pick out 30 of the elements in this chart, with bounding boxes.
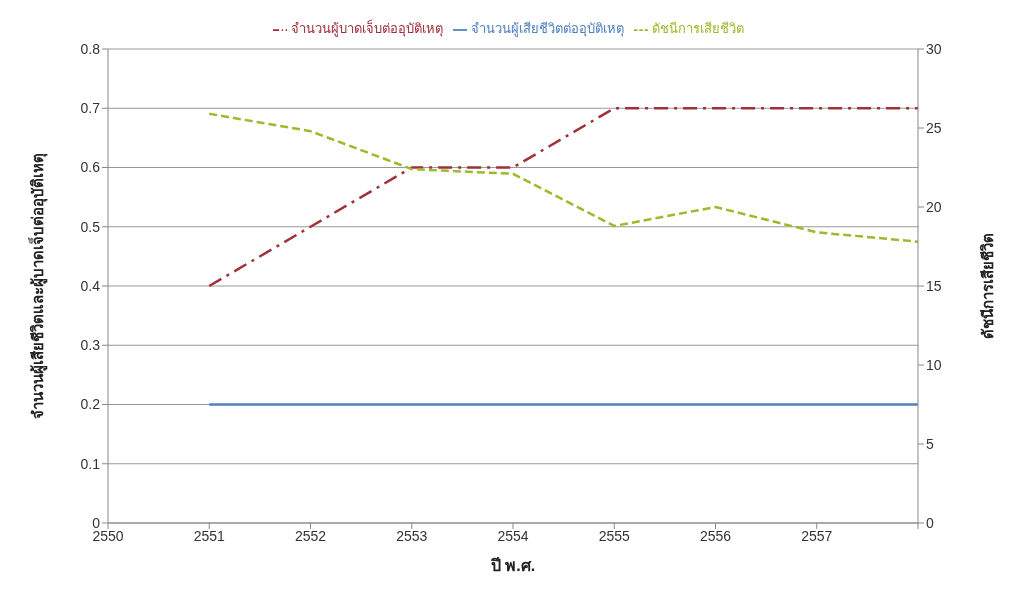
x-axis-title: ปี พ.ศ. <box>489 556 536 574</box>
y-tick-label: 0.8 <box>80 40 101 57</box>
y2-axis-title: ดัชนีการเสียชีวิต <box>979 233 997 339</box>
x-tick-label: 2556 <box>699 527 732 544</box>
y-tick-label: 0.1 <box>80 455 101 472</box>
y-tick-label: 0.6 <box>80 159 101 176</box>
legend-label: ดัชนีการเสียชีวิต <box>651 21 744 36</box>
y2-tick-label: 30 <box>926 40 942 57</box>
y-axis-title: จำนวนผู้เสียชีวิตและผู้บาดเจ็บต่ออุบัติเหตุ <box>28 153 49 419</box>
line-series <box>208 112 920 244</box>
x-tick-label: 2554 <box>497 527 529 544</box>
y2-tick-label: 25 <box>926 119 942 136</box>
y2-tick-label: 0 <box>926 514 934 531</box>
y-tick-label: 0.4 <box>80 277 101 294</box>
y2-tick-label: 5 <box>926 435 934 452</box>
x-tick-label: 2553 <box>396 527 428 544</box>
legend-label: จำนวนผู้เสียชีวิตต่ออุบัติเหตุ <box>470 21 624 36</box>
x-tick-label: 2557 <box>801 527 833 544</box>
y2-tick-label: 15 <box>926 277 942 294</box>
x-tick-label: 2555 <box>598 527 631 544</box>
y-tick-label: 0.2 <box>80 396 101 413</box>
y-tick-label: 0.7 <box>80 100 101 117</box>
y-tick-label: 0.3 <box>80 337 101 354</box>
y-tick-label: 0.5 <box>80 218 101 235</box>
legend-label: จำนวนผู้บาดเจ็บต่ออุบัติเหตุ <box>290 21 443 36</box>
x-tick-label: 2551 <box>193 527 226 544</box>
y2-tick-label: 10 <box>926 356 942 373</box>
x-tick-label: 2552 <box>294 527 327 544</box>
y2-tick-label: 20 <box>926 198 942 215</box>
line-series <box>208 107 920 288</box>
